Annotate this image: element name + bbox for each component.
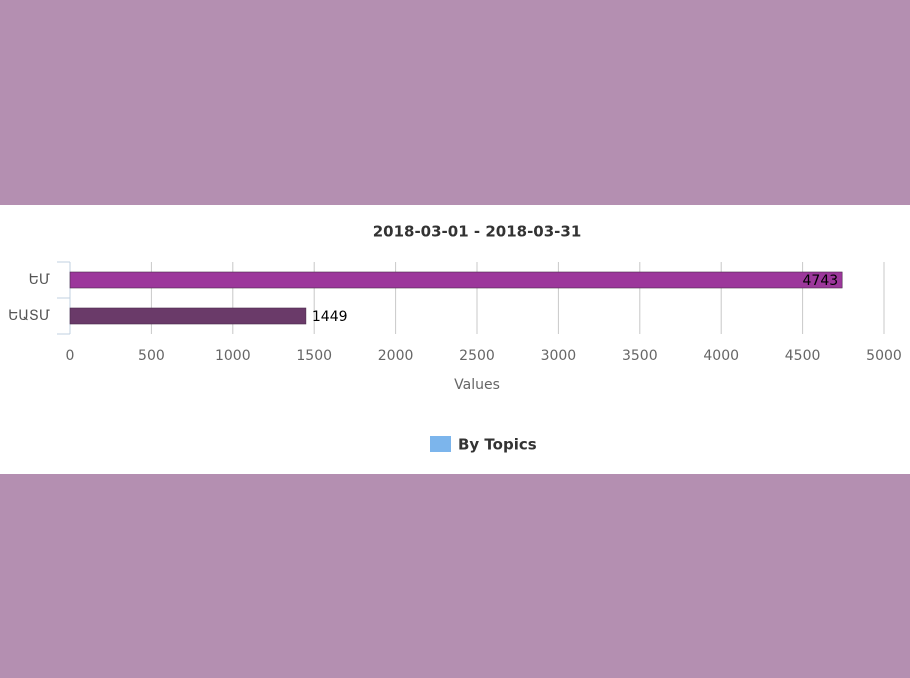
y-tick-label: ԵԱՏՄ — [8, 308, 50, 324]
x-tick-label: 2500 — [459, 348, 495, 364]
data-label: 1449 — [312, 309, 348, 325]
x-tick-label: 3000 — [541, 348, 577, 364]
data-label: 4743 — [803, 273, 839, 289]
y-tick-label: ԵՄ — [29, 272, 50, 288]
legend-swatch — [430, 436, 451, 452]
x-tick-label: 5000 — [866, 348, 902, 364]
x-tick-label: 4500 — [785, 348, 821, 364]
legend-label: By Topics — [458, 436, 537, 454]
chart-title: 2018-03-01 - 2018-03-31 — [373, 223, 582, 241]
bar — [69, 271, 843, 289]
x-tick-label: 1000 — [215, 348, 251, 364]
x-tick-label: 500 — [138, 348, 165, 364]
x-tick-label: 0 — [66, 348, 75, 364]
x-tick-label: 1500 — [296, 348, 332, 364]
chart-panel — [0, 205, 910, 474]
bar — [69, 307, 307, 325]
x-axis-title: Values — [454, 377, 500, 393]
x-tick-label: 2000 — [378, 348, 414, 364]
x-tick-label: 4000 — [703, 348, 739, 364]
x-tick-label: 3500 — [622, 348, 658, 364]
